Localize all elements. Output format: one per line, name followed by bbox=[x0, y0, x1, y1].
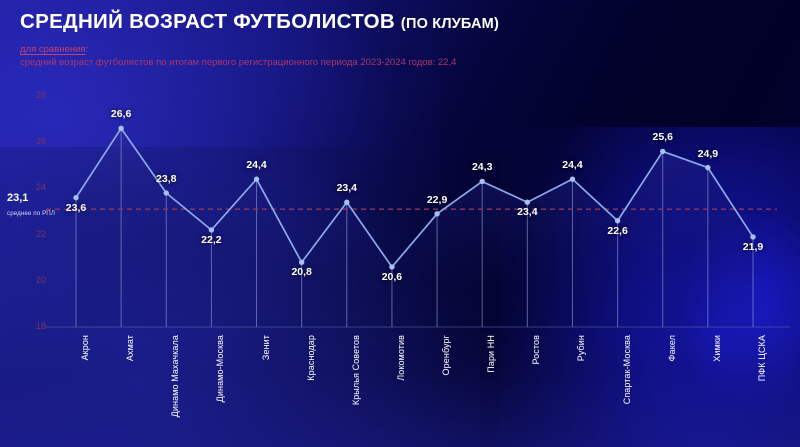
comparison-note: для сравнения: средний возраст футболист… bbox=[20, 43, 788, 71]
reference-caption: среднее по РПЛ bbox=[7, 210, 56, 218]
x-axis-label: Зенит bbox=[260, 335, 271, 361]
title-main: СРЕДНИЙ ВОЗРАСТ ФУТБОЛИСТОВ bbox=[20, 10, 395, 33]
data-point-label: 25,6 bbox=[652, 131, 673, 144]
data-point-label: 20,8 bbox=[291, 266, 312, 279]
reference-value-label: 23,1 bbox=[7, 192, 29, 205]
page-title: СРЕДНИЙ ВОЗРАСТ ФУТБОЛИСТОВ (ПО КЛУБАМ) bbox=[20, 10, 788, 34]
x-axis-label: Ростов bbox=[531, 335, 542, 365]
comparison-text: средний возраст футболистов по итогам пе… bbox=[20, 57, 457, 69]
y-axis-tick-label: 20 bbox=[35, 274, 46, 285]
x-axis-label: Химки bbox=[711, 335, 722, 362]
data-point-label: 26,6 bbox=[110, 108, 132, 121]
x-axis-label: Акрон bbox=[80, 335, 90, 361]
data-point-label: 21,9 bbox=[742, 240, 764, 253]
x-axis-label: Рубин bbox=[576, 335, 587, 362]
x-axis-label: Динамо-Москва bbox=[215, 335, 226, 403]
x-axis-label: Локомотив bbox=[395, 335, 406, 381]
x-axis-label: Краснодар bbox=[305, 335, 316, 381]
x-axis-label: Оренбург bbox=[441, 335, 452, 376]
data-point-label: 23,4 bbox=[336, 182, 358, 195]
x-axis-label: Ахмат bbox=[125, 335, 136, 362]
x-axis-label: Крылья Советов bbox=[350, 335, 361, 406]
data-point-label: 24,9 bbox=[697, 147, 719, 160]
x-axis-label: Спартак-Москва bbox=[621, 335, 632, 405]
y-axis-tick-label: 18 bbox=[35, 321, 46, 331]
data-point-label: 24,4 bbox=[246, 159, 267, 172]
title-subtitle: (ПО КЛУБАМ) bbox=[400, 16, 499, 32]
data-point-label: 22,2 bbox=[201, 233, 222, 246]
x-axis-label: ПФК ЦСКА bbox=[757, 335, 767, 382]
y-axis-tick-label: 28 bbox=[35, 90, 46, 100]
x-axis-label: Динамо Махачкала bbox=[170, 335, 181, 418]
data-point-label: 24,3 bbox=[471, 161, 493, 174]
data-point-label: 23,8 bbox=[156, 173, 177, 186]
comparison-label: для сравнения bbox=[20, 43, 86, 55]
data-point-label: 24,4 bbox=[562, 159, 583, 172]
chart-header: СРЕДНИЙ ВОЗРАСТ ФУТБОЛИСТОВ (ПО КЛУБАМ) … bbox=[20, 10, 788, 70]
y-axis-tick-label: 26 bbox=[35, 136, 46, 147]
data-point-label: 20,6 bbox=[381, 270, 403, 283]
x-axis-label: Пари НН bbox=[486, 335, 497, 373]
y-axis-tick-label: 24 bbox=[35, 182, 46, 193]
y-axis-tick-label: 22 bbox=[35, 228, 46, 239]
comparison-colon: : bbox=[85, 43, 89, 55]
data-point-label: 23,4 bbox=[517, 206, 538, 219]
data-point-label: 22,6 bbox=[607, 224, 628, 237]
x-axis-label: Факел bbox=[666, 335, 677, 362]
data-point-label: 23,6 bbox=[65, 201, 87, 214]
data-point-label: 22,9 bbox=[426, 193, 448, 206]
